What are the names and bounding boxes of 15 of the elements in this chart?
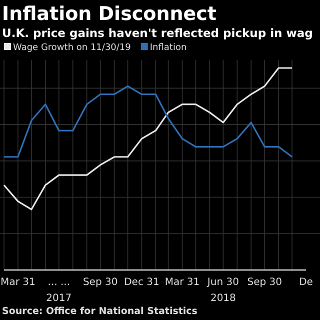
chart-subtitle: U.K. price gains haven't reflected pickup in wag bbox=[2, 26, 313, 40]
x-tick-label: Sep 30 bbox=[82, 277, 118, 288]
x-tick-label: Mar 31 bbox=[0, 277, 36, 288]
x-tick-label: ... ... bbox=[48, 277, 70, 288]
x-tick-label: Jun 30 bbox=[206, 277, 239, 288]
x-tick-label: Dec 31 bbox=[124, 277, 160, 288]
source-note: Source: Office for National Statistics bbox=[2, 306, 198, 317]
x-tick-label: Sep 30 bbox=[247, 277, 282, 288]
text: 2018 bbox=[210, 293, 236, 304]
legend-label: Wage Growth on 11/30/19 bbox=[13, 43, 132, 53]
x-tick-label: Mar 31 bbox=[164, 277, 200, 288]
legend-label: Inflation bbox=[150, 43, 187, 53]
chart-title: Inflation Disconnect bbox=[2, 3, 216, 25]
text: 2017 bbox=[46, 293, 72, 304]
x-tick-label: De bbox=[299, 277, 313, 288]
